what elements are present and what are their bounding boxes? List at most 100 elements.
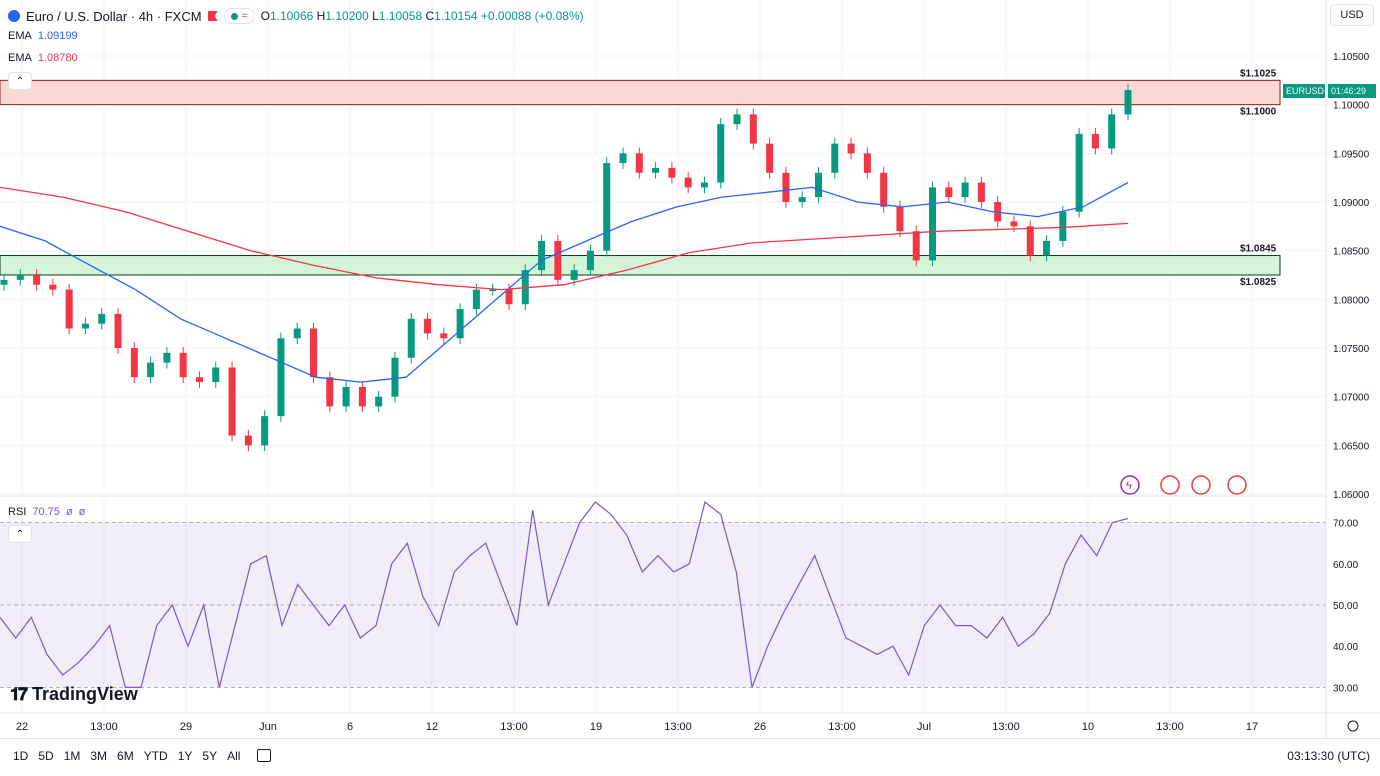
candle-body: [33, 275, 41, 285]
settings-icon[interactable]: [1347, 720, 1359, 732]
price-tick: 1.07000: [1333, 393, 1370, 404]
us-flag-icon[interactable]: [1191, 475, 1211, 495]
candle-body: [163, 352, 171, 363]
candle-body: [1026, 226, 1034, 256]
candle-body: [228, 367, 236, 436]
candle-body: [440, 333, 448, 339]
range-button[interactable]: 1M: [63, 748, 81, 763]
range-button[interactable]: 5D: [38, 748, 54, 763]
price-tick: 1.07500: [1333, 344, 1370, 355]
candle-body: [114, 313, 122, 348]
candle-body: [945, 187, 953, 198]
approx-icon: ≈: [241, 10, 248, 22]
rsi-levels: [0, 522, 1326, 688]
candle-body: [619, 153, 627, 164]
symbol-logo-icon: [8, 10, 20, 22]
candle-body: [489, 289, 497, 292]
time-tick: 17: [1246, 721, 1258, 733]
time-tick: 6: [347, 721, 353, 733]
ema1-legend[interactable]: EMA 1.09199: [8, 30, 78, 42]
time-axis[interactable]: 22 13:00 29 Jun 6 12 13:00 19 13:00 26 13:00 Jul 13:…: [16, 721, 1258, 733]
collapse-rsi-button[interactable]: ⌃: [8, 525, 32, 543]
range-button[interactable]: 1D: [13, 748, 29, 763]
candle-body: [586, 250, 594, 271]
ema2-legend[interactable]: EMA 1.08780: [8, 52, 78, 64]
price-tag: EURUSD 01:46:29: [1283, 84, 1376, 98]
ema2-label: EMA: [8, 52, 32, 64]
support-top-label: $1.0845: [1240, 244, 1277, 255]
rsi-line: [0, 500, 1129, 688]
candle-body: [880, 172, 888, 207]
candle-body: [98, 313, 106, 324]
candle-body: [16, 275, 24, 280]
high-value: 1.10200: [325, 9, 369, 23]
candle-body: [798, 197, 806, 202]
time-tick: 22: [16, 721, 28, 733]
rsi-legend[interactable]: RSI 70.75 ø ø: [8, 506, 85, 518]
candle-body: [212, 367, 220, 383]
candle-body: [961, 182, 969, 198]
currency-button[interactable]: USD: [1330, 4, 1374, 26]
ema-fast-line: [0, 181, 1129, 383]
time-tick: 13:00: [500, 721, 528, 733]
candle-body: [261, 416, 269, 446]
high-label: H: [316, 9, 326, 23]
candle-body: [814, 172, 822, 198]
price-axis[interactable]: 1.10500 1.10000 1.09500 1.09000 1.08500 1.080…: [1333, 52, 1370, 501]
price-tag-countdown: 01:46:29: [1331, 86, 1366, 96]
rsi-tick: 60.00: [1333, 560, 1358, 571]
candle-body: [749, 114, 757, 144]
tradingview-mark-icon: 𝟏𝟕: [10, 684, 28, 704]
candle-body: [863, 153, 871, 173]
rsi-extra2: ø: [78, 506, 86, 518]
range-button[interactable]: 6M: [117, 748, 134, 763]
candle-body: [456, 309, 464, 339]
candle-body: [603, 163, 611, 251]
us-flag-icon[interactable]: [1160, 475, 1180, 495]
range-button[interactable]: All: [227, 748, 241, 763]
time-tick: Jul: [917, 721, 931, 733]
rsi-tick: 40.00: [1333, 642, 1358, 653]
us-flag-icon[interactable]: [1227, 475, 1247, 495]
symbol-title[interactable]: Euro / U.S. Dollar · 4h · FXCM: [26, 8, 202, 24]
candle-body: [1124, 90, 1132, 115]
candle-body: [1108, 114, 1116, 149]
open-value: 1.10066: [269, 9, 314, 23]
candle-body: [424, 318, 432, 334]
resistance-top-label: $1.1025: [1240, 68, 1277, 79]
candle-body: [49, 284, 57, 290]
resistance-bottom-label: $1.1000: [1240, 107, 1277, 118]
calendar-icon[interactable]: [257, 749, 272, 762]
time-tick: 12: [426, 721, 438, 733]
collapse-legend-button[interactable]: ⌃: [8, 72, 32, 90]
candle-body: [310, 328, 318, 378]
main-legend: Euro / U.S. Dollar · 4h · FXCM ≈ O1.1006…: [8, 8, 584, 24]
ema1-label: EMA: [8, 30, 32, 42]
flag-icon[interactable]: [207, 11, 218, 21]
clock[interactable]: 03:13:30 (UTC): [1287, 748, 1370, 763]
range-button[interactable]: 3M: [90, 748, 108, 763]
event-markers[interactable]: ϟ: [1120, 475, 1247, 495]
market-status[interactable]: ≈: [223, 8, 255, 24]
candle-body: [293, 328, 301, 339]
price-tick: 1.06500: [1333, 441, 1370, 452]
candle-body: [733, 114, 741, 125]
range-button[interactable]: 5Y: [202, 748, 218, 763]
lightning-icon[interactable]: [1120, 475, 1140, 495]
range-button[interactable]: 1Y: [177, 748, 193, 763]
price-tick: 1.09500: [1333, 149, 1370, 160]
candle-body: [277, 338, 285, 417]
time-tick: 13:00: [992, 721, 1020, 733]
candle-body: [684, 177, 692, 188]
close-value: 1.10154: [434, 9, 478, 23]
ema2-value: 1.08780: [37, 52, 78, 64]
candle-body: [195, 377, 203, 383]
rsi-axis[interactable]: 70.00 60.00 50.00 40.00 30.00: [1333, 519, 1358, 695]
candle-body: [831, 143, 839, 173]
candle-body: [782, 172, 790, 202]
range-button[interactable]: YTD: [143, 748, 168, 763]
candle-body: [912, 231, 920, 261]
time-tick: 13:00: [1156, 721, 1184, 733]
close-label: C: [425, 9, 435, 23]
